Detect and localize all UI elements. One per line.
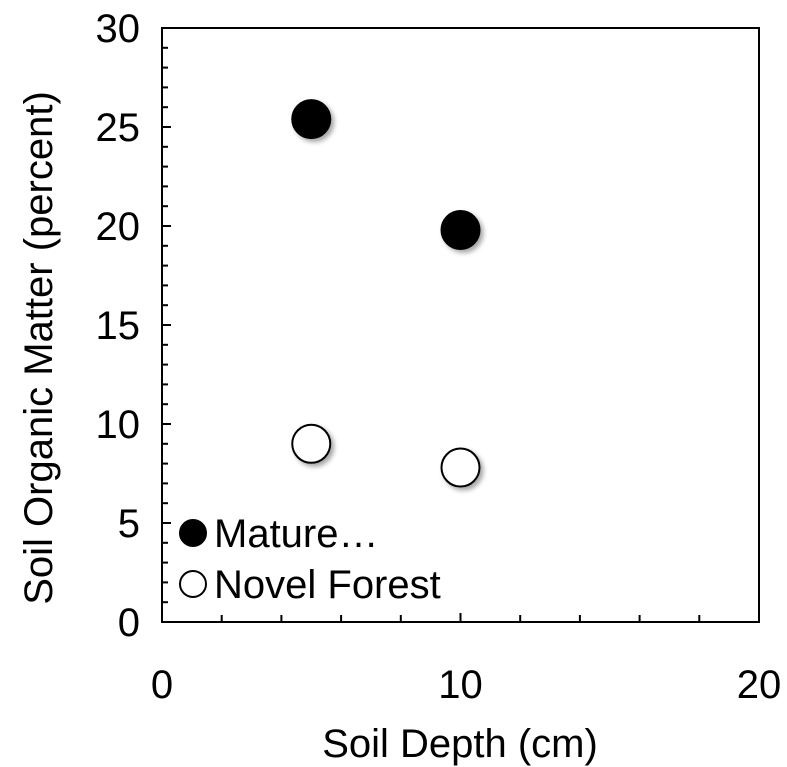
x-tick-labels: 0 10 20 [151, 663, 781, 707]
legend-label-mature: Mature… [214, 512, 379, 556]
y-tick-label: 20 [96, 205, 141, 249]
x-tick-label: 10 [438, 663, 483, 707]
mature-point [291, 99, 332, 140]
y-tick-label: 0 [118, 601, 140, 645]
mature-point [440, 209, 481, 250]
legend-label-novel-forest: Novel Forest [214, 563, 441, 607]
data-points [291, 99, 481, 488]
y-tick-label: 25 [96, 106, 141, 150]
y-tick-label: 15 [96, 304, 141, 348]
legend: Mature… Novel Forest [179, 512, 441, 607]
y-axis-title: Soil Organic Matter (percent) [17, 91, 61, 605]
axis-ticks [161, 27, 760, 623]
y-tick-label: 10 [96, 403, 141, 447]
novel-forest-point [291, 423, 332, 464]
x-tick-label: 20 [737, 663, 782, 707]
x-tick-label: 0 [151, 663, 173, 707]
legend-marker-mature [179, 519, 207, 547]
y-tick-labels: 0 5 10 15 20 25 30 [96, 7, 141, 645]
y-tick-label: 5 [118, 502, 140, 546]
y-tick-label: 30 [96, 7, 141, 51]
novel-forest-point [440, 447, 481, 488]
x-axis-title: Soil Depth (cm) [322, 722, 598, 766]
legend-marker-novel-forest [179, 570, 207, 598]
